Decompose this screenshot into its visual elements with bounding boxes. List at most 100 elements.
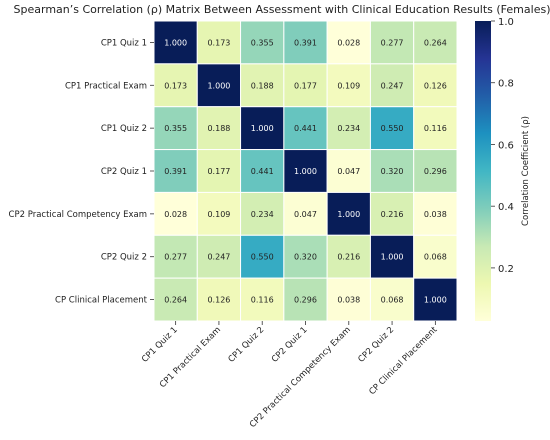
chart-title: Spearman’s Correlation (ρ) Matrix Betwee… bbox=[14, 3, 550, 16]
heatmap-cell bbox=[240, 191, 285, 236]
heatmap-cells: 1.000 0.173 0.355 0.391 0.028 0.277 0.264 0.173… bbox=[153, 20, 458, 322]
heatmap-cell bbox=[283, 234, 328, 279]
heatmap-cell bbox=[240, 106, 285, 151]
cell-value-label: 0.047 bbox=[294, 210, 317, 219]
cell-value-label: 0.047 bbox=[337, 167, 360, 176]
heatmap-cell bbox=[413, 149, 458, 193]
column-label: CP1 Quiz 2 bbox=[227, 325, 267, 365]
cell-value-label: 0.028 bbox=[164, 210, 187, 219]
heatmap-cell bbox=[283, 106, 328, 151]
heatmap-cell bbox=[153, 234, 198, 279]
heatmap-cell bbox=[196, 106, 242, 151]
cell-value-label: 0.116 bbox=[251, 296, 274, 305]
heatmap-cell bbox=[283, 277, 328, 322]
cell-value-label: 0.068 bbox=[424, 253, 447, 262]
cell-value-label: 1.000 bbox=[207, 81, 230, 90]
column-label: CP2 Quiz 2 bbox=[356, 325, 396, 365]
heatmap-cell bbox=[413, 277, 458, 322]
cell-value-label: 0.116 bbox=[424, 124, 447, 133]
cell-value-label: 1.000 bbox=[164, 38, 187, 47]
cell-value-label: 0.320 bbox=[381, 167, 404, 176]
cell-value-label: 0.216 bbox=[381, 210, 404, 219]
row-label: CP1 Practical Exam bbox=[65, 81, 147, 91]
cell-value-label: 0.109 bbox=[207, 210, 230, 219]
cell-value-label: 0.234 bbox=[337, 124, 360, 133]
heatmap-cell bbox=[326, 63, 371, 108]
heatmap-cell bbox=[153, 149, 198, 193]
row-label: CP Clinical Placement bbox=[55, 296, 148, 306]
cell-value-label: 0.277 bbox=[164, 253, 187, 262]
cell-value-label: 0.177 bbox=[207, 167, 230, 176]
cell-value-label: 0.173 bbox=[207, 38, 230, 47]
cell-value-label: 0.320 bbox=[294, 253, 317, 262]
heatmap-cell bbox=[326, 106, 371, 151]
row-label: CP2 Quiz 1 bbox=[101, 167, 147, 177]
cell-value-label: 0.109 bbox=[337, 81, 360, 90]
heatmap-cell bbox=[326, 234, 371, 279]
column-label: CP1 Quiz 1 bbox=[140, 325, 180, 365]
cell-value-label: 0.391 bbox=[294, 38, 317, 47]
heatmap-cell bbox=[369, 149, 415, 193]
cell-value-label: 0.188 bbox=[207, 124, 230, 133]
cell-value-label: 0.126 bbox=[424, 81, 447, 90]
colorbar-label: Correlation Coefficient (ρ) bbox=[521, 116, 531, 226]
cell-value-label: 0.068 bbox=[381, 296, 404, 305]
cell-value-label: 0.177 bbox=[294, 81, 317, 90]
cell-value-label: 1.000 bbox=[424, 296, 447, 305]
heatmap-cell bbox=[240, 277, 285, 322]
heatmap-cell bbox=[240, 63, 285, 108]
cell-value-label: 0.234 bbox=[251, 210, 274, 219]
colorbar-tick-label: 1.0 bbox=[498, 17, 514, 28]
cell-value-label: 0.550 bbox=[381, 124, 404, 133]
row-labels: CP1 Quiz 1 CP1 Practical Exam CP1 Quiz 2 CP… bbox=[9, 38, 154, 306]
row-label: CP2 Practical Competency Exam bbox=[9, 210, 147, 220]
heatmap-cell bbox=[153, 277, 198, 322]
colorbar-tick-label: 0.8 bbox=[498, 79, 514, 90]
heatmap-cell bbox=[196, 149, 242, 193]
heatmap-cell bbox=[153, 191, 198, 236]
cell-value-label: 0.126 bbox=[207, 296, 230, 305]
row-label: CP1 Quiz 1 bbox=[101, 38, 147, 48]
cell-value-label: 0.264 bbox=[424, 38, 447, 47]
cell-value-label: 1.000 bbox=[251, 124, 274, 133]
column-label: CP2 Quiz 1 bbox=[270, 325, 310, 365]
colorbar-tick-label: 0.4 bbox=[498, 202, 514, 213]
cell-value-label: 0.038 bbox=[337, 296, 360, 305]
cell-value-label: 1.000 bbox=[294, 167, 317, 176]
row-label: CP2 Quiz 2 bbox=[101, 253, 147, 263]
cell-value-label: 0.391 bbox=[164, 167, 187, 176]
heatmap-cell bbox=[369, 277, 415, 322]
colorbar-gradient bbox=[475, 21, 491, 321]
cell-value-label: 0.264 bbox=[164, 296, 187, 305]
colorbar-tick-label: 0.6 bbox=[498, 140, 514, 151]
cell-value-label: 0.296 bbox=[294, 296, 317, 305]
cell-value-label: 0.296 bbox=[424, 167, 447, 176]
cell-value-label: 0.216 bbox=[337, 253, 360, 262]
heatmap-cell bbox=[153, 20, 198, 65]
cell-value-label: 1.000 bbox=[337, 210, 360, 219]
cell-value-label: 0.038 bbox=[424, 210, 447, 219]
cell-value-label: 0.247 bbox=[381, 81, 404, 90]
cell-value-label: 0.173 bbox=[164, 81, 187, 90]
cell-value-label: 0.550 bbox=[251, 253, 274, 262]
cell-value-label: 0.277 bbox=[381, 38, 404, 47]
cell-value-label: 0.441 bbox=[251, 167, 274, 176]
heatmap-cell bbox=[326, 277, 371, 322]
cell-value-label: 1.000 bbox=[381, 253, 404, 262]
cell-value-label: 0.355 bbox=[251, 38, 274, 47]
row-label: CP1 Quiz 2 bbox=[101, 124, 147, 134]
colorbar-tick-label: 0.2 bbox=[498, 264, 514, 275]
cell-value-label: 0.247 bbox=[207, 253, 230, 262]
colorbar: 0.2 0.4 0.6 0.8 1.0 Correlation Coefficient (… bbox=[475, 17, 531, 321]
heatmap-cell bbox=[413, 106, 458, 151]
cell-value-label: 0.355 bbox=[164, 124, 187, 133]
cell-value-label: 0.441 bbox=[294, 124, 317, 133]
heatmap-cell bbox=[196, 234, 242, 279]
heatmap-cell bbox=[369, 20, 415, 65]
heatmap-cell bbox=[413, 234, 458, 279]
cell-value-label: 0.188 bbox=[251, 81, 274, 90]
heatmap-cell bbox=[196, 20, 242, 65]
cell-value-label: 0.028 bbox=[337, 38, 360, 47]
